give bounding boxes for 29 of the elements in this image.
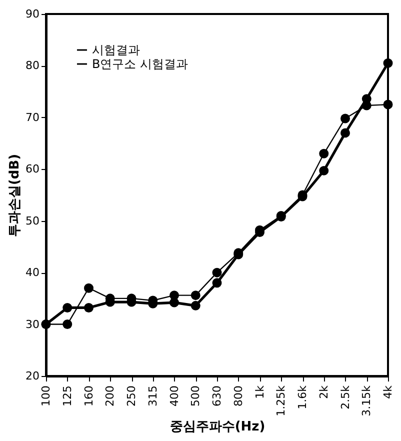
x-tick-label: 125 (60, 386, 74, 406)
x-tick-label: 1.6k (296, 384, 309, 410)
y-tick-label: 90 (26, 8, 40, 20)
x-tick-label: 800 (232, 386, 245, 406)
y-tick-label: 50 (26, 214, 40, 228)
x-tick-label: 4k (382, 384, 394, 399)
y-tick-label: 80 (26, 59, 40, 72)
x-tick-label: 1k (253, 384, 266, 399)
x-tick-label: 500 (189, 386, 202, 406)
x-tick-label: 1.25k (274, 384, 288, 416)
y-tick-label: 40 (26, 266, 40, 280)
x-tick-label: 160 (82, 386, 96, 406)
x-tick-label: 2k (317, 384, 330, 399)
x-tick-label: 3.15k (360, 384, 374, 416)
x-tick-label: 315 (146, 386, 160, 406)
y-tick-label: 70 (26, 110, 40, 124)
x-tick-label: 100 (40, 386, 52, 406)
y-tick-label: 30 (26, 318, 40, 331)
x-tick-label: 630 (210, 386, 224, 406)
x-tick-label: 250 (125, 386, 138, 406)
x-tick-label: 400 (168, 386, 181, 406)
y-axis-title: 투과손실(dB) (8, 154, 23, 238)
x-tick-label: 2.5k (338, 384, 352, 410)
x-tick-label: 200 (104, 386, 117, 406)
y-tick-label: 60 (26, 162, 40, 176)
legend-label: B연구소 시험결과 (92, 57, 188, 71)
y-tick-label: 20 (26, 370, 40, 382)
legend-label: 시험결과 (92, 43, 140, 57)
x-axis-title: 중심주파수(Hz) (170, 419, 266, 434)
